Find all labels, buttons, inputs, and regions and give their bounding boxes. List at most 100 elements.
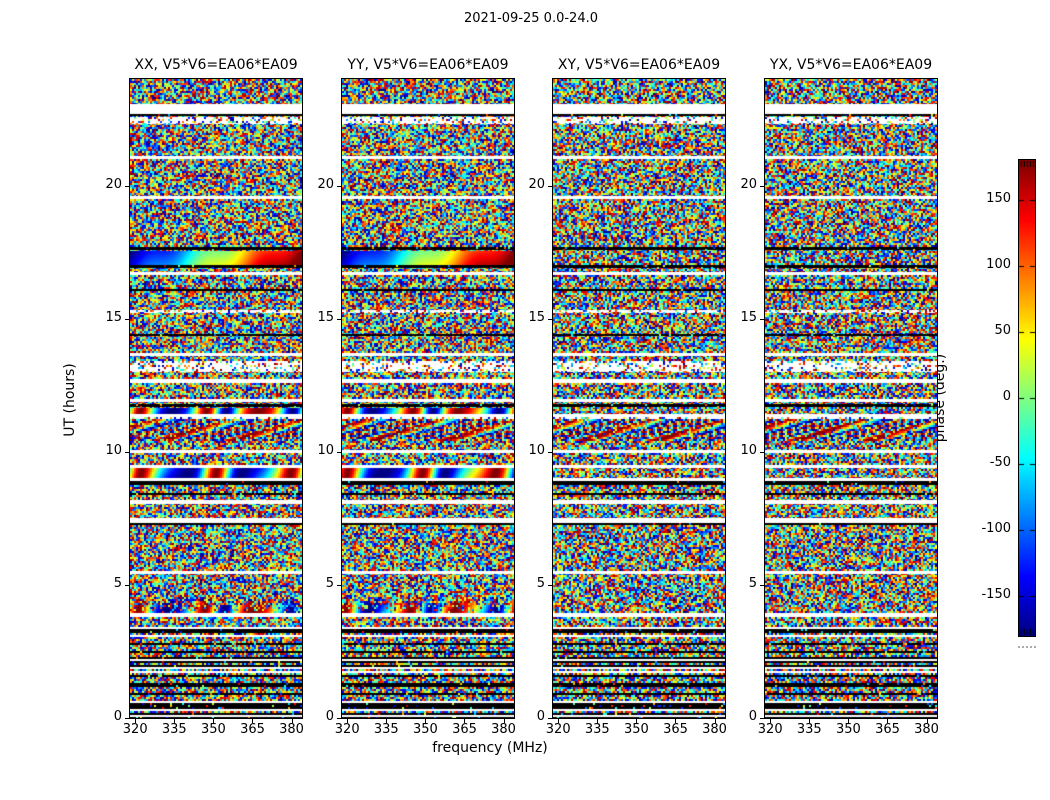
x-tick-mark (213, 719, 215, 723)
x-tick-label: 320 (757, 722, 783, 737)
x-tick-label: 320 (122, 722, 148, 737)
y-tick-label: 15 (105, 310, 122, 325)
colorbar-tick-label: 50 (994, 322, 1011, 338)
y-tick-label: 20 (317, 177, 334, 192)
x-tick-mark (135, 719, 137, 723)
x-tick-mark (714, 719, 716, 723)
x-tick-label: 365 (663, 722, 688, 737)
colorbar-tick-label: -150 (981, 587, 1011, 603)
y-tick-mark (337, 585, 341, 586)
x-tick-mark (887, 719, 889, 723)
y-tick-mark (337, 186, 341, 187)
y-tick-label: 0 (113, 709, 122, 724)
x-tick-mark (464, 719, 466, 723)
x-tick-label: 350 (835, 722, 861, 737)
panel-title-yx: YX, V5*V6=EA06*EA09 (769, 57, 933, 73)
x-tick-mark (770, 719, 772, 723)
x-tick-mark (174, 719, 176, 723)
y-tick-label: 20 (105, 177, 122, 192)
x-tick-mark (848, 719, 850, 723)
y-tick-label: 10 (740, 443, 757, 458)
y-tick-label: 10 (105, 443, 122, 458)
x-tick-label: 320 (545, 722, 571, 737)
x-tick-mark (597, 719, 599, 723)
x-tick-label: 380 (702, 722, 727, 737)
y-tick-mark (125, 585, 129, 586)
heatmap-panel-xy (552, 78, 726, 719)
y-tick-label: 15 (528, 310, 545, 325)
y-tick-mark (548, 718, 552, 719)
panel-title-xx: XX, V5*V6=EA06*EA09 (134, 57, 298, 73)
x-tick-label: 380 (279, 722, 304, 737)
y-tick-mark (337, 319, 341, 320)
y-tick-label: 5 (748, 576, 757, 591)
heatmap-panel-yx (764, 78, 938, 719)
panel-title-xy: XY, V5*V6=EA06*EA09 (557, 57, 721, 73)
y-tick-mark (125, 452, 129, 453)
heatmap-panel-yy (341, 78, 515, 719)
x-tick-mark (386, 719, 388, 723)
x-tick-mark (926, 719, 928, 723)
y-tick-label: 0 (748, 709, 757, 724)
y-tick-label: 15 (740, 310, 757, 325)
colorbar-bottom-dots (1018, 646, 1036, 648)
y-tick-mark (548, 585, 552, 586)
x-tick-mark (636, 719, 638, 723)
y-tick-mark (337, 452, 341, 453)
x-axis-label: frequency (MHz) (432, 740, 548, 756)
y-tick-label: 5 (113, 576, 122, 591)
x-tick-label: 350 (623, 722, 649, 737)
x-tick-mark (252, 719, 254, 723)
y-tick-mark (760, 186, 764, 187)
y-tick-mark (125, 319, 129, 320)
x-tick-label: 335 (373, 722, 399, 737)
y-tick-mark (760, 585, 764, 586)
colorbar-tick-label: 100 (986, 256, 1011, 272)
y-tick-mark (125, 186, 129, 187)
colorbar-tick-label: -100 (981, 521, 1011, 537)
x-tick-label: 320 (334, 722, 360, 737)
figure-title: 2021-09-25 0.0-24.0 (464, 11, 598, 26)
x-tick-mark (291, 719, 293, 723)
colorbar-tick-label: 0 (1002, 389, 1011, 404)
y-tick-mark (125, 718, 129, 719)
y-tick-mark (760, 319, 764, 320)
y-tick-label: 10 (317, 443, 334, 458)
colorbar-tick-label: 150 (986, 190, 1011, 206)
x-tick-label: 350 (200, 722, 226, 737)
x-tick-label: 335 (161, 722, 187, 737)
x-tick-mark (503, 719, 505, 723)
x-tick-label: 365 (240, 722, 265, 737)
y-tick-label: 0 (536, 709, 545, 724)
y-tick-label: 10 (528, 443, 545, 458)
heatmap-panel-xx (129, 78, 303, 719)
x-tick-label: 350 (412, 722, 438, 737)
y-tick-mark (337, 718, 341, 719)
x-tick-label: 335 (796, 722, 822, 737)
x-tick-mark (347, 719, 349, 723)
x-tick-label: 380 (914, 722, 939, 737)
y-tick-label: 5 (325, 576, 334, 591)
y-tick-label: 20 (740, 177, 757, 192)
x-tick-mark (809, 719, 811, 723)
y-tick-label: 5 (536, 576, 545, 591)
y-tick-mark (548, 186, 552, 187)
panel-title-yy: YY, V5*V6=EA06*EA09 (347, 57, 509, 73)
x-tick-label: 335 (584, 722, 610, 737)
y-tick-label: 15 (317, 310, 334, 325)
y-tick-label: 20 (528, 177, 545, 192)
x-tick-label: 365 (875, 722, 900, 737)
colorbar (1018, 159, 1036, 637)
y-tick-mark (548, 452, 552, 453)
colorbar-tick-label: -50 (989, 455, 1011, 471)
x-tick-mark (675, 719, 677, 723)
x-tick-label: 365 (452, 722, 477, 737)
y-axis-label: UT (hours) (62, 363, 78, 437)
y-tick-label: 0 (325, 709, 334, 724)
y-tick-mark (760, 718, 764, 719)
y-tick-mark (548, 319, 552, 320)
x-tick-mark (558, 719, 560, 723)
x-tick-mark (425, 719, 427, 723)
x-tick-label: 380 (491, 722, 516, 737)
